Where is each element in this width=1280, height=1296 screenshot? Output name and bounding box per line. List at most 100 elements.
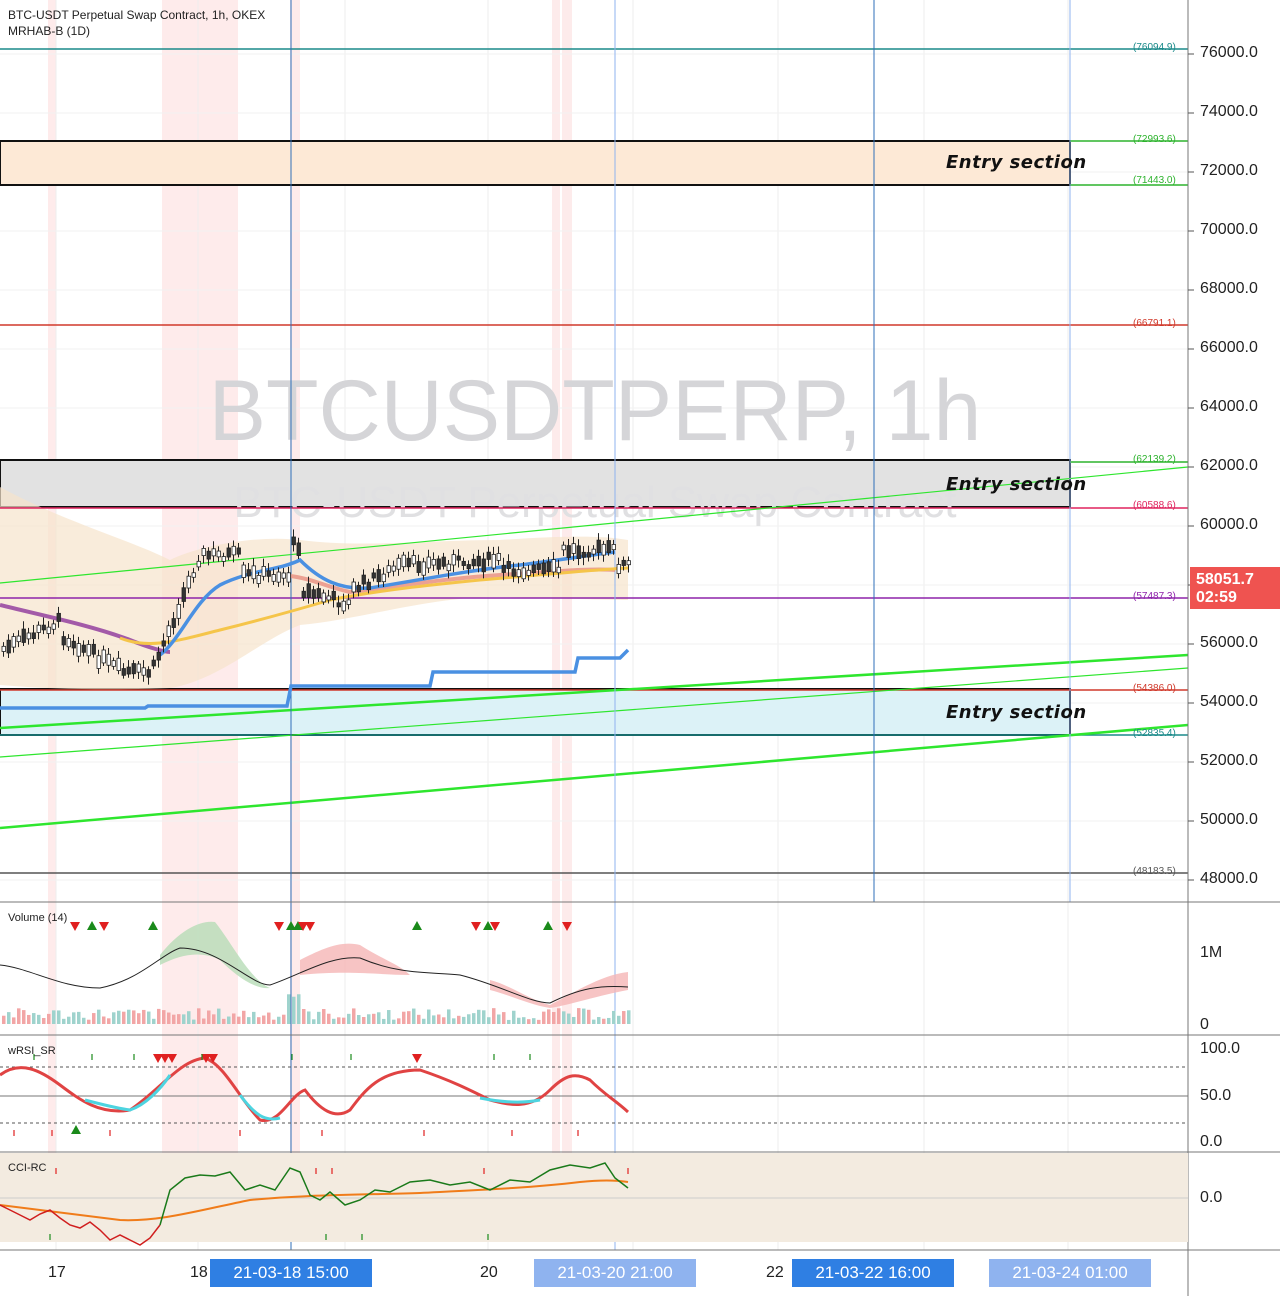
candle-body <box>526 569 531 576</box>
cci-pane-label[interactable]: CCI-RC <box>8 1162 47 1174</box>
volume-bar <box>572 1016 576 1024</box>
cci-line-green <box>159 1162 629 1226</box>
candle-body <box>196 560 201 568</box>
wrsi-pane-label[interactable]: wRSI_SR <box>8 1045 56 1057</box>
volume-bar <box>177 1014 181 1024</box>
price-tick: 52000.0 <box>1200 752 1258 769</box>
volume-bar <box>317 1011 321 1024</box>
volume-bar <box>457 1015 461 1024</box>
candle-body <box>151 659 156 667</box>
volume-pane-label[interactable]: Volume (14) <box>8 912 68 924</box>
candle-body <box>471 558 476 567</box>
volume-bar <box>607 1017 611 1024</box>
sell-signal-icon <box>490 922 500 931</box>
candle-body <box>481 558 486 573</box>
candle-body <box>571 543 576 554</box>
candle-body <box>501 564 506 573</box>
candle-body <box>1 645 6 652</box>
level-price-label: (48183.5) <box>1133 866 1176 877</box>
symbol-title[interactable]: BTC-USDT Perpetual Swap Contract, 1h, OK… <box>8 8 266 22</box>
candle-body <box>436 558 441 570</box>
volume-bar <box>72 1012 76 1024</box>
candle-body <box>366 581 371 591</box>
volume-bar <box>307 1011 311 1024</box>
level-price-label: (62139.2) <box>1133 454 1176 465</box>
entry-zone-upper[interactable] <box>0 140 1071 186</box>
level-price-label: (72993.6) <box>1133 134 1176 145</box>
volume-bar <box>342 1017 346 1024</box>
volume-bar <box>627 1010 631 1024</box>
volume-bar <box>162 1010 166 1024</box>
candle-body <box>291 536 296 546</box>
candle-body <box>396 557 401 570</box>
volume-bar <box>482 1010 486 1024</box>
crosshair-time-label-1: 21-03-18 15:00 <box>210 1259 372 1287</box>
volume-bar <box>232 1013 236 1024</box>
candle-body <box>466 564 471 570</box>
volume-bar <box>262 1015 266 1024</box>
volume-bar <box>267 1012 271 1024</box>
volume-bar <box>127 1009 131 1024</box>
candle-body <box>546 561 551 572</box>
volume-ma <box>0 947 629 1004</box>
candle-body <box>261 565 266 577</box>
sell-signal-icon <box>201 1054 211 1063</box>
stop-line <box>0 648 630 710</box>
candle-body <box>521 567 526 580</box>
candle-body <box>416 561 421 573</box>
candle-body <box>496 553 501 561</box>
candle-body <box>331 590 336 601</box>
volume-bar <box>462 1016 466 1024</box>
candle-body <box>236 547 241 555</box>
candle-body <box>226 547 231 558</box>
volume-bar <box>377 1012 381 1024</box>
volume-bar <box>477 1009 481 1024</box>
volume-bar <box>567 1013 571 1024</box>
volume-bar <box>402 1011 406 1024</box>
volume-bar <box>392 1019 396 1024</box>
candle-body <box>351 581 356 593</box>
sell-signal-icon <box>471 922 481 931</box>
candle-body <box>301 590 306 599</box>
candle-body <box>441 556 446 567</box>
wrsi-guides <box>0 1066 1188 1124</box>
pane-tick: 100.0 <box>1200 1040 1241 1057</box>
price-tick: 68000.0 <box>1200 280 1258 297</box>
sell-signal-icon <box>153 1054 163 1063</box>
candle-body <box>541 562 546 575</box>
volume-bar <box>467 1014 471 1024</box>
candle-body <box>41 624 46 631</box>
volume-bar <box>487 1017 491 1024</box>
price-tick: 76000.0 <box>1200 44 1258 61</box>
volume-bar <box>602 1018 606 1024</box>
candle-body <box>551 559 556 573</box>
volume-bar <box>87 1019 91 1024</box>
watermark-symbol: BTCUSDTPERP, 1h <box>209 363 982 459</box>
time-tick: 18 <box>190 1264 208 1281</box>
volume-bar <box>257 1017 261 1024</box>
candle-body <box>316 588 321 599</box>
entry-zone-lower[interactable] <box>0 688 1071 736</box>
candle-body <box>186 575 191 589</box>
price-tick: 70000.0 <box>1200 221 1258 238</box>
indicator-title[interactable]: MRHAB-B (1D) <box>8 24 91 38</box>
candle-body <box>321 592 326 603</box>
candle-body <box>271 574 276 582</box>
candle-body <box>281 572 286 579</box>
candle-body <box>596 539 601 553</box>
volume-bar <box>197 1008 201 1024</box>
candle-body <box>241 564 246 578</box>
candle-body <box>406 557 411 568</box>
current-price: 58051.7 <box>1196 571 1254 588</box>
candle-body <box>621 559 626 566</box>
volume-bar <box>227 1016 231 1024</box>
price-tick: 64000.0 <box>1200 398 1258 415</box>
volume-bar <box>137 1013 141 1024</box>
volume-bar <box>27 1014 31 1024</box>
level-lines <box>0 48 1188 874</box>
volume-bar <box>92 1013 96 1024</box>
volume-bar <box>147 1011 151 1024</box>
candle-body <box>391 565 396 572</box>
